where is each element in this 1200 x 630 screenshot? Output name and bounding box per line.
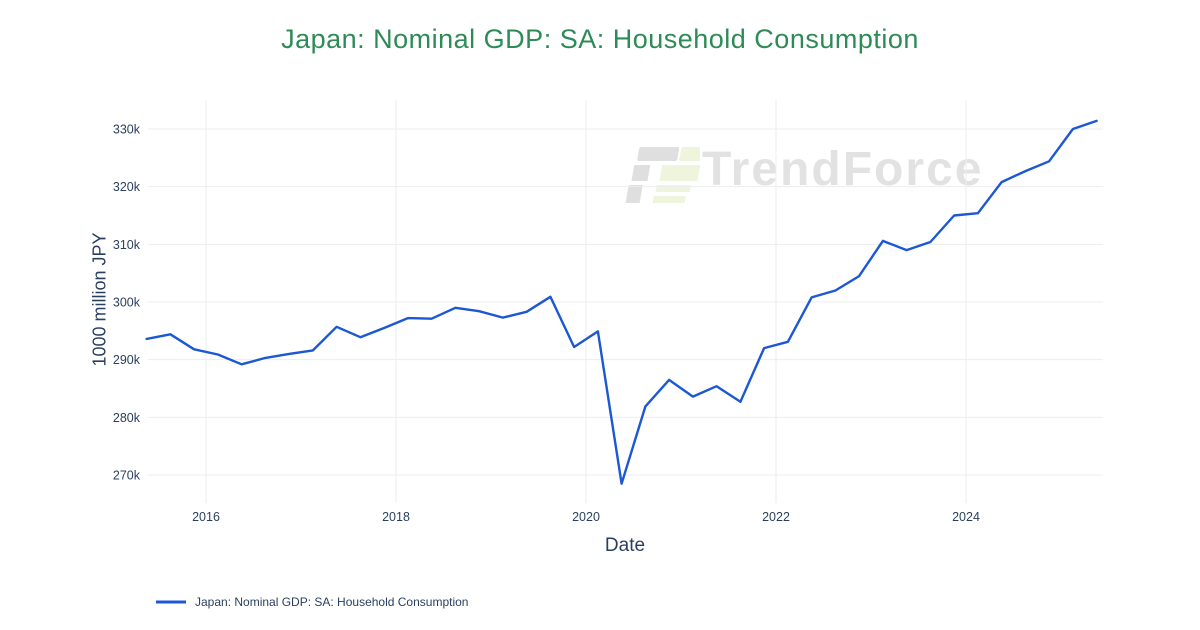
x-tick-label: 2016 [192,510,220,524]
trendforce-logo-icon [625,147,700,203]
series-line[interactable] [145,119,1098,485]
legend-label: Japan: Nominal GDP: SA: Household Consum… [195,595,469,609]
x-tick-label: 2024 [952,510,980,524]
y-tick-label: 310k [113,238,141,252]
x-tick-label: 2022 [762,510,790,524]
x-axis-title: Date [604,535,646,556]
legend-item[interactable]: Japan: Nominal GDP: SA: Household Consum… [155,595,468,609]
y-tick-label: 280k [113,411,141,425]
y-axis-title: 1000 million JPY [89,232,110,367]
y-tick-label: 270k [113,469,141,483]
chart-title: Japan: Nominal GDP: SA: Household Consum… [281,24,919,54]
x-tick-label: 2018 [382,510,410,524]
legend-line-swatch [156,600,186,604]
y-tick-label: 330k [113,123,141,137]
y-tick-label: 300k [113,296,141,310]
x-tick-label: 2020 [572,510,600,524]
y-tick-label: 290k [113,353,141,367]
y-tick-label: 320k [113,180,141,194]
